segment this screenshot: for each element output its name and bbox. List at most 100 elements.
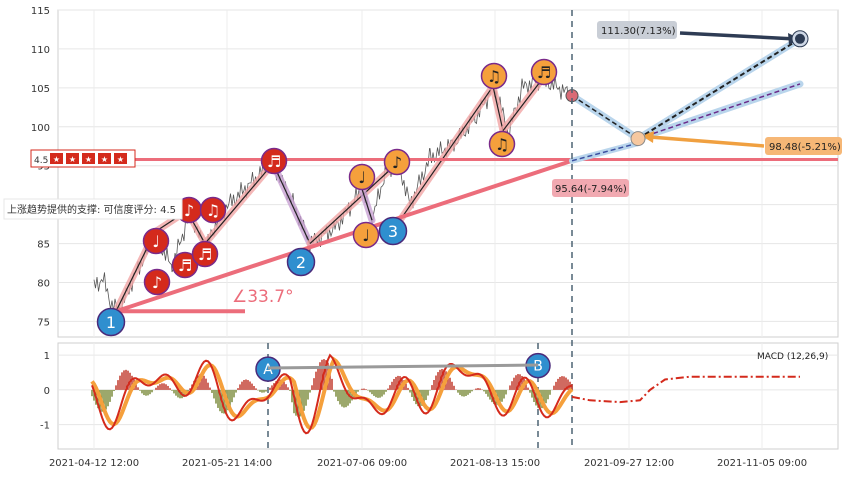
pattern-point-2-circle (286, 247, 316, 277)
zigzag-core-4 (272, 163, 311, 244)
star-box-2 (82, 153, 95, 164)
orange-note-marker-2: ♪ (383, 148, 411, 176)
callout-support-text: 95.64(-7.94%) (555, 184, 627, 195)
music-note-icon: ♬ (537, 63, 551, 82)
macd-forecast-line (571, 375, 800, 404)
orange-note-marker-0-circle (348, 163, 376, 191)
zigzag-core-5 (309, 162, 398, 245)
music-note-icon: ♩ (152, 232, 160, 251)
macd-y-tick-1: 0 (44, 386, 50, 397)
red-note-marker-2: ♬ (171, 251, 199, 279)
projection-band-up-high (634, 35, 804, 143)
x-tick-1: 2021-05-21 14:00 (182, 458, 272, 469)
price-y-tick-85: 85 (37, 240, 50, 251)
orange-note-marker-1-circle (352, 221, 380, 249)
red-note-marker-6-circle (260, 147, 288, 175)
red-note-marker-0-circle (143, 268, 171, 296)
red-note-marker-1: ♩ (142, 227, 170, 255)
price-y-tick-75: 75 (37, 317, 50, 328)
star-icon-1: ★ (69, 155, 76, 164)
x-tick-4: 2021-09-27 12:00 (584, 458, 674, 469)
zigzag-core-9 (502, 75, 546, 132)
macd-panel (57, 342, 839, 450)
macd-y-tick-0: -1 (40, 421, 50, 432)
star-box-0 (50, 153, 63, 164)
star-box-4 (114, 153, 127, 164)
x-tick-labels: 2021-04-12 12:00 2021-05-21 14:00 2021-07-… (49, 458, 807, 469)
orange-note-marker-4-circle (488, 130, 516, 158)
arrow-low (649, 135, 765, 148)
pattern-point-3-label: 3 (388, 222, 398, 241)
arrow-high (679, 31, 797, 41)
x-tick-3: 2021-08-13 15:00 (450, 458, 540, 469)
macd-marker-label-0: A (263, 362, 273, 378)
pattern-point-1-label: 1 (106, 313, 116, 332)
music-note-icon: ♬ (178, 256, 192, 275)
music-note-icon: ♪ (152, 273, 162, 292)
red-note-marker-5: ♫ (199, 196, 227, 224)
angle-label: ∠33.7° (232, 287, 294, 307)
orange-note-marker-2-circle (383, 148, 411, 176)
x-tick-0: 2021-04-12 12:00 (49, 458, 139, 469)
callout-low: 98.48(-5.21%) (765, 137, 842, 155)
music-note-icon: ♪ (184, 201, 194, 220)
orange-note-marker-3-circle (480, 62, 508, 90)
pattern-point-2: 2 (286, 247, 316, 277)
pattern-point-3-circle (378, 216, 408, 246)
forecast-projection (565, 30, 809, 164)
support-label: 上涨趋势提供的支撑: 可信度评分: 4.5 (7, 203, 176, 216)
music-note-icon: ♬ (267, 152, 281, 171)
zigzag-core-3 (204, 162, 274, 244)
star-icon-0: ★ (53, 155, 60, 164)
pattern-zigzag (112, 71, 549, 315)
rising-support-line (115, 158, 573, 314)
x-tick-5: 2021-11-05 09:00 (717, 458, 807, 469)
orange-note-marker-5-circle (530, 58, 558, 86)
zigzag-core-7 (399, 85, 494, 221)
macd-divergence-line (267, 363, 539, 370)
music-note-icon: ♩ (362, 226, 370, 245)
callout-low-text: 98.48(-5.21%) (769, 142, 841, 153)
pattern-point-2-label: 2 (296, 253, 306, 272)
x-tick-2: 2021-07-06 09:00 (317, 458, 407, 469)
red-note-marker-6: ♬ (260, 147, 288, 175)
music-note-icon: ♫ (206, 201, 220, 220)
orange-note-marker-3: ♫ (480, 62, 508, 90)
pattern-point-1: 1 (96, 307, 126, 337)
star-icon-2: ★ (85, 155, 92, 164)
red-note-marker-1-circle (142, 227, 170, 255)
signal-markers: 1 2 3 ♪ ♩ ♬ ♪ ♬ ♫ ♬ ♩ ♩ ♪ ♫ ♫ ♬ A B (96, 58, 558, 382)
macd-marker-A: A (255, 356, 281, 382)
callout-support: 95.64(-7.94%) (552, 179, 629, 197)
rating-value: 4.5 (34, 156, 48, 166)
macd-title: MACD (12,26,9) (757, 352, 828, 362)
price-y-tick-100: 100 (31, 123, 50, 134)
pattern-point-3: 3 (378, 216, 408, 246)
callout-high-text: 111.30(7.13%) (601, 26, 676, 37)
orange-note-marker-1: ♩ (352, 221, 380, 249)
support-annotation: 上涨趋势提供的支撑: 可信度评分: 4.5 (3, 198, 183, 220)
projection-down (571, 95, 639, 140)
price-y-tick-105: 105 (31, 84, 50, 95)
price-y-tick-110: 110 (31, 45, 50, 56)
rating-badge: 4.5 ★ ★ ★ ★ ★ (30, 149, 136, 168)
pattern-point-1-circle (96, 307, 126, 337)
macd-y-tick-2: 1 (44, 351, 50, 362)
music-note-icon: ♩ (358, 168, 366, 187)
orange-note-marker-4: ♫ (488, 130, 516, 158)
red-note-marker-4: ♬ (191, 240, 219, 268)
callout-high: 111.30(7.13%) (597, 21, 677, 39)
orange-note-marker-0: ♩ (348, 163, 376, 191)
red-note-marker-4-circle (191, 240, 219, 268)
star-icon-3: ★ (101, 155, 108, 164)
target-high-dot (795, 33, 805, 44)
star-icon-4: ★ (117, 155, 124, 164)
zigzag-core-8 (492, 86, 504, 131)
stars-rating-icon: ★ ★ ★ ★ ★ (50, 153, 127, 164)
projection-up-mid (637, 83, 801, 140)
red-note-marker-0: ♪ (143, 268, 171, 296)
music-note-icon: ♬ (198, 245, 212, 264)
red-note-marker-2-circle (171, 251, 199, 279)
